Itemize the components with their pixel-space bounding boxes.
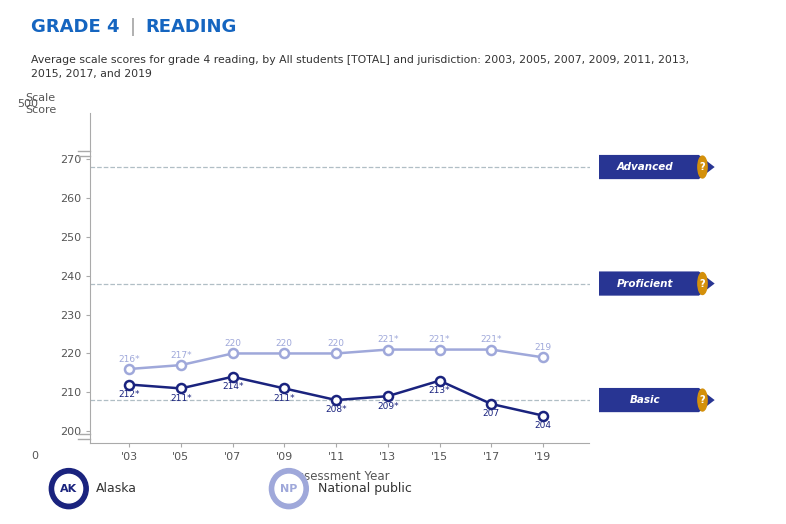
Polygon shape [599, 388, 714, 412]
Text: 221*: 221* [428, 335, 450, 344]
Text: 211*: 211* [274, 394, 296, 403]
Circle shape [698, 156, 707, 178]
Text: 221*: 221* [480, 335, 502, 344]
Text: 211*: 211* [170, 394, 192, 403]
Text: |: | [130, 18, 136, 36]
Text: 216*: 216* [119, 355, 140, 364]
Text: Alaska: Alaska [96, 482, 137, 495]
Text: Advanced: Advanced [617, 162, 674, 172]
Circle shape [698, 272, 707, 294]
Text: Proficient: Proficient [617, 279, 674, 289]
Text: AK: AK [61, 484, 77, 494]
Text: 220: 220 [276, 339, 293, 348]
Text: Average scale scores for grade 4 reading, by All students [TOTAL] and jurisdicti: Average scale scores for grade 4 reading… [31, 55, 689, 79]
X-axis label: Assessment Year: Assessment Year [290, 470, 390, 483]
Circle shape [270, 468, 308, 509]
Text: 207: 207 [483, 409, 500, 418]
Text: ?: ? [700, 162, 705, 172]
Text: 220: 220 [328, 339, 344, 348]
Text: 219: 219 [534, 343, 552, 352]
Text: READING: READING [145, 18, 237, 36]
Text: National public: National public [318, 482, 411, 495]
Circle shape [275, 474, 303, 503]
Polygon shape [599, 271, 714, 296]
Text: ?: ? [700, 395, 705, 405]
Text: NP: NP [280, 484, 298, 494]
Text: 213*: 213* [428, 386, 450, 395]
Text: 217*: 217* [170, 351, 192, 359]
Text: Scale
Score: Scale Score [25, 93, 57, 115]
Polygon shape [599, 155, 714, 179]
Text: Basic: Basic [630, 395, 660, 405]
Circle shape [55, 474, 83, 503]
Text: 212*: 212* [119, 390, 140, 399]
Text: 0: 0 [31, 451, 38, 461]
Text: 209*: 209* [377, 401, 399, 411]
Text: 500: 500 [17, 100, 38, 110]
Text: ?: ? [700, 279, 705, 289]
Text: 221*: 221* [377, 335, 399, 344]
Text: 220: 220 [224, 339, 241, 348]
Circle shape [50, 468, 88, 509]
Text: 208*: 208* [325, 406, 347, 414]
Text: GRADE 4: GRADE 4 [31, 18, 120, 36]
Circle shape [698, 389, 707, 411]
Text: 204: 204 [534, 421, 552, 430]
Text: 214*: 214* [222, 382, 244, 391]
